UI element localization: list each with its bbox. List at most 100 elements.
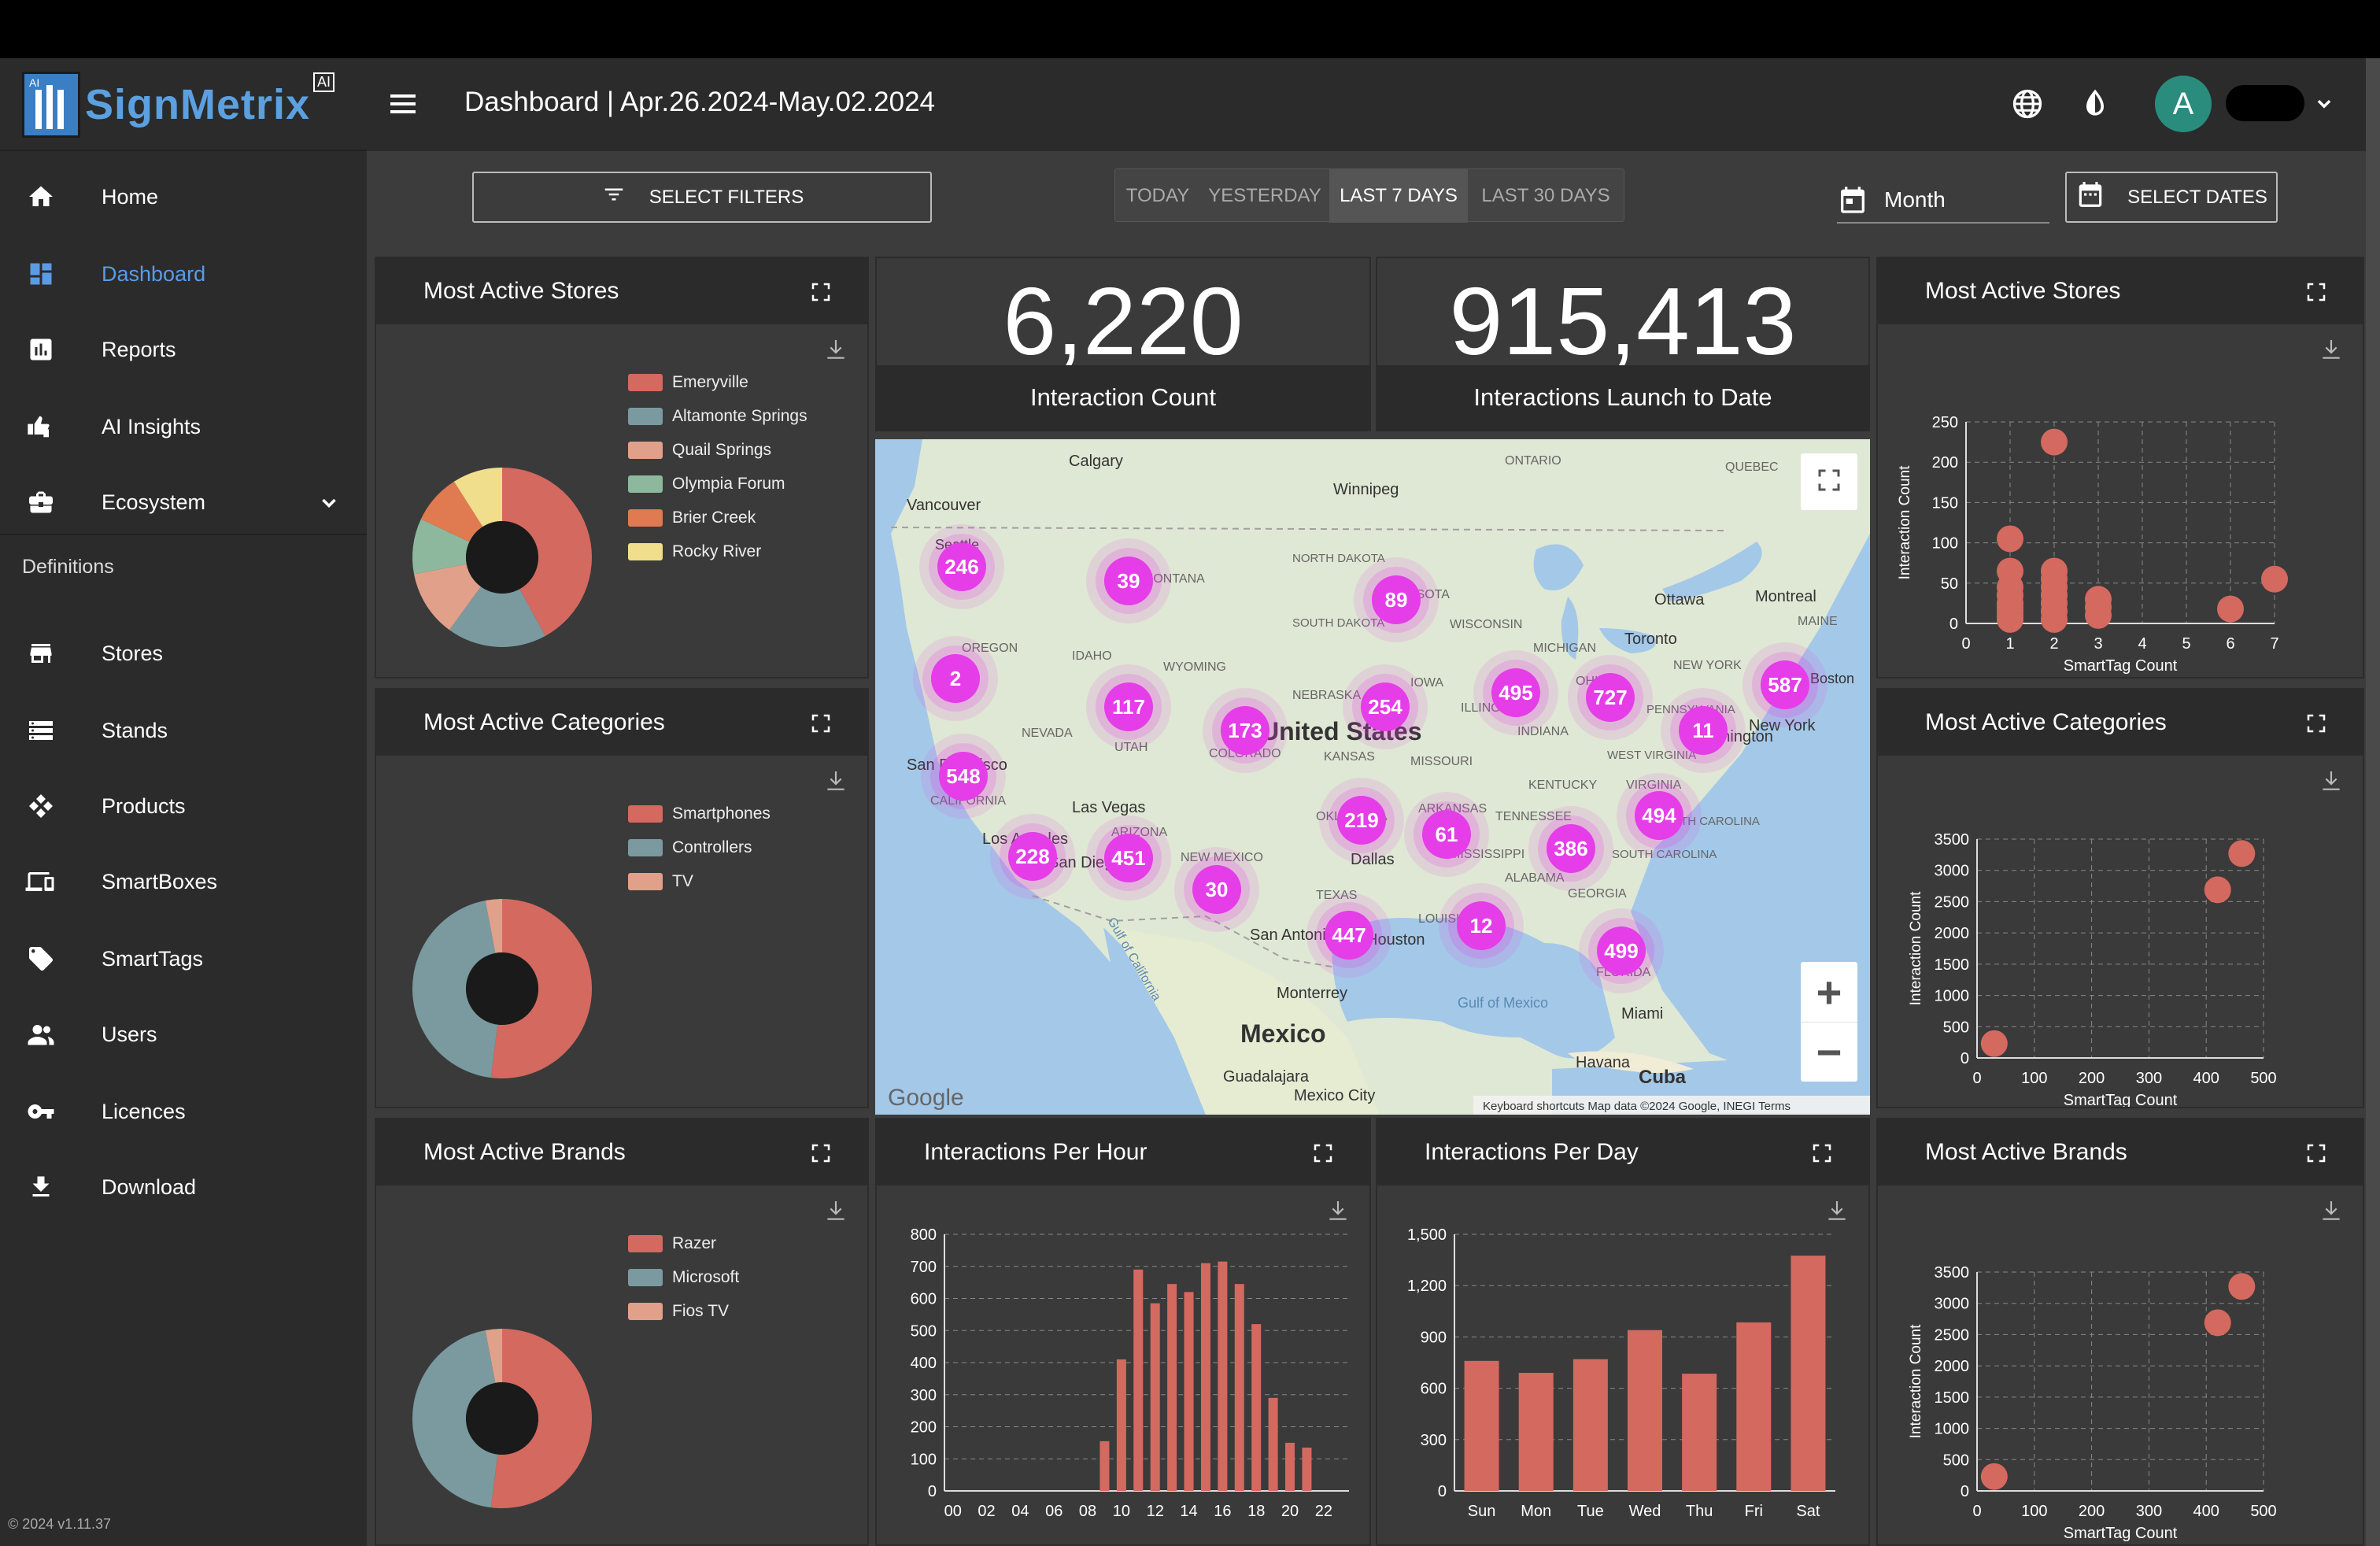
fullscreen-icon[interactable]: [2304, 712, 2328, 739]
bar[interactable]: [1200, 1263, 1210, 1491]
map-cluster-marker[interactable]: 61: [1404, 792, 1489, 877]
pie-slice[interactable]: [490, 899, 592, 1078]
scatter-point[interactable]: [2041, 428, 2068, 456]
fullscreen-icon[interactable]: [1810, 1141, 1834, 1169]
bar[interactable]: [1150, 1303, 1160, 1491]
sidebar-item-licences[interactable]: Licences: [0, 1080, 367, 1143]
scatter-point[interactable]: [1997, 525, 2023, 553]
bar[interactable]: [1251, 1324, 1262, 1491]
scatter-point[interactable]: [2261, 565, 2288, 593]
map-fullscreen-button[interactable]: [1801, 453, 1857, 510]
download-icon[interactable]: [2319, 337, 2344, 366]
map-cluster-marker[interactable]: 228: [990, 814, 1075, 899]
pie-slice[interactable]: [485, 1329, 502, 1383]
bar[interactable]: [1791, 1256, 1826, 1491]
bar[interactable]: [1302, 1447, 1312, 1491]
bar[interactable]: [1518, 1373, 1554, 1491]
map-cluster-marker[interactable]: 30: [1174, 847, 1259, 932]
download-icon[interactable]: [823, 1198, 848, 1227]
download-icon[interactable]: [1824, 1198, 1850, 1227]
avatar[interactable]: A: [2155, 76, 2212, 132]
map-cluster-marker[interactable]: 451: [1086, 816, 1171, 901]
map-cluster-marker[interactable]: 2: [913, 636, 998, 721]
bar[interactable]: [1218, 1261, 1228, 1491]
map-cluster-marker[interactable]: 386: [1528, 806, 1613, 891]
month-select[interactable]: Month: [1837, 168, 2049, 224]
select-filters-button[interactable]: SELECT FILTERS: [472, 172, 932, 223]
zoom-in-button[interactable]: +: [1816, 967, 1842, 1017]
pie-slice[interactable]: [420, 481, 483, 542]
map-cluster-marker[interactable]: 254: [1343, 664, 1428, 749]
fullscreen-icon[interactable]: [809, 712, 833, 739]
pie-slice[interactable]: [502, 468, 592, 636]
range-last-30-days-button[interactable]: LAST 30 DAYS: [1481, 185, 1610, 206]
bar[interactable]: [1464, 1360, 1499, 1491]
download-icon[interactable]: [823, 768, 848, 797]
sidebar-item-products[interactable]: Products: [0, 775, 367, 838]
fullscreen-icon[interactable]: [809, 1141, 833, 1169]
bar[interactable]: [1116, 1359, 1126, 1491]
fullscreen-icon[interactable]: [1311, 1141, 1335, 1169]
scatter-point[interactable]: [1980, 1463, 2008, 1490]
pie-slice[interactable]: [453, 468, 502, 527]
bar[interactable]: [1268, 1397, 1278, 1491]
sidebar-item-users[interactable]: Users: [0, 1003, 367, 1066]
scatter-point[interactable]: [2204, 1309, 2231, 1337]
map-cluster-marker[interactable]: 447: [1306, 893, 1391, 978]
bar[interactable]: [1285, 1442, 1295, 1491]
pie-slice[interactable]: [412, 519, 470, 575]
pie-slice[interactable]: [485, 899, 502, 953]
theme-toggle-icon[interactable]: [2078, 87, 2112, 125]
sidebar-item-ai-insights[interactable]: AI Insights: [0, 395, 367, 458]
scatter-point[interactable]: [2228, 1273, 2256, 1300]
pie-slice[interactable]: [412, 1330, 498, 1508]
bar[interactable]: [1234, 1284, 1244, 1491]
bar[interactable]: [1184, 1292, 1194, 1491]
fullscreen-icon[interactable]: [2304, 1141, 2328, 1169]
pie-slice[interactable]: [414, 564, 481, 631]
scrollbar[interactable]: [2366, 58, 2380, 1546]
range-today-button[interactable]: TODAY: [1125, 185, 1190, 206]
bar[interactable]: [1133, 1269, 1144, 1491]
bar[interactable]: [1572, 1359, 1608, 1491]
scatter-point[interactable]: [1997, 605, 2023, 633]
sidebar-item-ecosystem[interactable]: Ecosystem: [0, 471, 367, 534]
map-cluster-marker[interactable]: 117: [1086, 664, 1171, 749]
map-cluster-marker[interactable]: 494: [1617, 773, 1702, 858]
fullscreen-icon[interactable]: [809, 280, 833, 308]
map-cluster-marker[interactable]: 499: [1579, 908, 1664, 993]
scatter-point[interactable]: [2041, 605, 2068, 633]
sidebar-item-smartboxes[interactable]: SmartBoxes: [0, 850, 367, 913]
sidebar-item-stores[interactable]: Stores: [0, 622, 367, 685]
scatter-point[interactable]: [2085, 601, 2112, 629]
map[interactable]: Google Keyboard shortcuts Map data ©2024…: [875, 439, 1870, 1115]
map-cluster-marker[interactable]: 548: [921, 734, 1006, 819]
map-cluster-marker[interactable]: 39: [1086, 538, 1171, 623]
download-icon[interactable]: [2319, 1198, 2344, 1227]
map-clusters[interactable]: 246 39 89 2 117 173 254 495 727 587 11 548 219 61 494 3…: [913, 524, 1828, 993]
download-icon[interactable]: [2319, 768, 2344, 797]
bar[interactable]: [1099, 1441, 1110, 1491]
map-cluster-marker[interactable]: 12: [1439, 883, 1524, 968]
download-icon[interactable]: [1325, 1198, 1351, 1227]
fullscreen-icon[interactable]: [2304, 280, 2328, 308]
pie-slice[interactable]: [412, 901, 498, 1078]
pie-slice[interactable]: [490, 1329, 592, 1508]
scatter-point[interactable]: [2204, 876, 2231, 904]
bar[interactable]: [1628, 1330, 1662, 1491]
sidebar-item-smarttags[interactable]: SmartTags: [0, 927, 367, 990]
map-cluster-marker[interactable]: 587: [1743, 642, 1828, 727]
bar[interactable]: [1167, 1284, 1177, 1491]
download-icon[interactable]: [823, 337, 848, 366]
scatter-point[interactable]: [2217, 595, 2244, 623]
select-dates-button[interactable]: SELECT DATES: [2065, 172, 2278, 223]
range-yesterday-button[interactable]: YESTERDAY: [1208, 185, 1321, 206]
sidebar-item-reports[interactable]: Reports: [0, 318, 367, 381]
user-name-redacted[interactable]: [2226, 85, 2304, 121]
sidebar-item-home[interactable]: Home: [0, 165, 367, 228]
map-cluster-marker[interactable]: 173: [1203, 688, 1288, 773]
map-cluster-marker[interactable]: 495: [1473, 650, 1558, 735]
zoom-out-button[interactable]: −: [1801, 1022, 1857, 1082]
sidebar-item-download[interactable]: Download: [0, 1156, 367, 1219]
scatter-point[interactable]: [1980, 1030, 2008, 1057]
